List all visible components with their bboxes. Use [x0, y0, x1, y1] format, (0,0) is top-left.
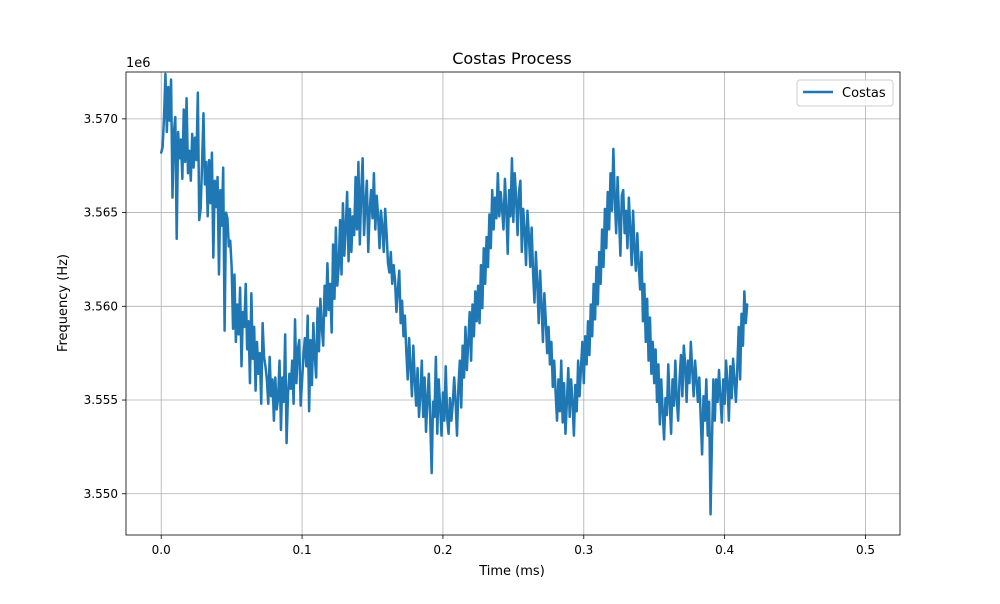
legend: Costas: [796, 79, 894, 107]
series-line-costas: [159, 72, 749, 516]
x-tick-label: 0.1: [293, 543, 312, 557]
legend-box: [796, 79, 894, 107]
x-tick-label: 0.0: [152, 543, 171, 557]
x-tick-label: 0.3: [574, 543, 593, 557]
axes-frame: [125, 71, 901, 536]
x-axis-label: Time (ms): [478, 564, 545, 579]
y-tick-label: 3.555: [84, 393, 118, 407]
y-tick-label: 3.560: [84, 299, 118, 313]
grid-lines: [126, 72, 900, 535]
x-tick-label: 0.2: [433, 543, 452, 557]
legend-label-costas: Costas: [842, 86, 886, 101]
y-tick-label: 3.570: [84, 112, 118, 126]
chart-title: Costas Process: [452, 49, 572, 68]
axis-ticks: 0.0 0.1 0.2 0.3 0.4 0.5 3.550 3.555 3.560 3.565 3.…: [84, 112, 875, 557]
series-layer: [159, 72, 749, 516]
x-tick-label: 0.4: [715, 543, 734, 557]
y-axis-label: Frequency (Hz): [56, 254, 71, 352]
y-tick-label: 3.565: [84, 206, 118, 220]
y-offset-label: 1e6: [126, 56, 151, 71]
plot-area-frame: [125, 71, 901, 536]
y-tick-label: 3.550: [84, 487, 118, 501]
x-tick-label: 0.5: [856, 543, 875, 557]
